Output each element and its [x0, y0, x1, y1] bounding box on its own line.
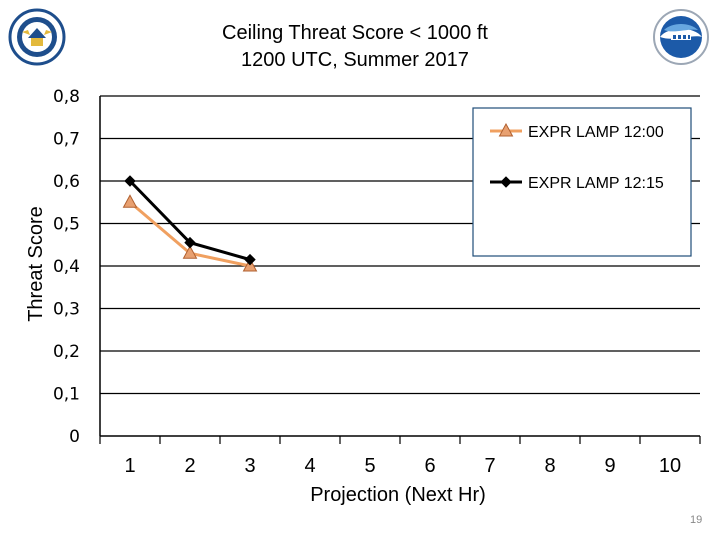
series-expr-lamp-1215-point: [244, 253, 256, 266]
x-tick-label: 10: [659, 455, 681, 477]
x-tick-label: 9: [604, 455, 615, 477]
legend-label: EXPR LAMP 12:00: [528, 124, 664, 141]
x-tick-label: 1: [124, 455, 135, 477]
y-tick-label: 0,4: [53, 257, 80, 277]
y-tick-label: 0,6: [53, 172, 80, 192]
y-tick-label: 0,8: [53, 87, 80, 107]
y-tick-label: 0,1: [53, 385, 80, 405]
x-tick-label: 7: [484, 455, 495, 477]
series-expr-lamp-1200-point: [122, 194, 138, 208]
series-expr-lamp-1215-point: [124, 175, 136, 187]
title-line-2: 1200 UTC, Summer 2017: [241, 49, 469, 71]
title-line-1: Ceiling Threat Score < 1000 ft: [222, 22, 488, 44]
y-tick-label: 0,2: [53, 342, 80, 362]
noaa-logo-icon: [653, 9, 709, 65]
x-tick-label: 5: [364, 455, 375, 477]
y-axis-title: Threat Score: [25, 206, 47, 322]
series-expr-lamp-1200-point: [182, 245, 198, 259]
y-tick-label: 0,3: [53, 300, 80, 320]
x-tick-label: 8: [544, 455, 555, 477]
department-of-commerce-seal-icon: [8, 8, 66, 66]
chart-legend: EXPR LAMP 12:00 EXPR LAMP 12:15: [472, 107, 692, 257]
y-tick-label: 0: [69, 427, 80, 447]
slide-title: Ceiling Threat Score < 1000 ft 1200 UTC,…: [120, 20, 590, 74]
x-tick-label: 4: [304, 455, 315, 477]
x-tick-label: 2: [184, 455, 195, 477]
page-number: 19: [690, 514, 703, 526]
legend-swatch-marker: [498, 122, 514, 137]
x-axis-title: Projection (Next Hr): [310, 484, 486, 506]
legend-label: EXPR LAMP 12:15: [528, 175, 664, 192]
y-tick-label: 0,5: [53, 215, 80, 235]
series-expr-lamp-1215-point: [184, 236, 196, 249]
y-tick-label: 0,7: [53, 130, 80, 150]
x-tick-label: 3: [244, 455, 255, 477]
legend-swatch-marker: [500, 176, 512, 188]
x-tick-label: 6: [424, 455, 435, 477]
